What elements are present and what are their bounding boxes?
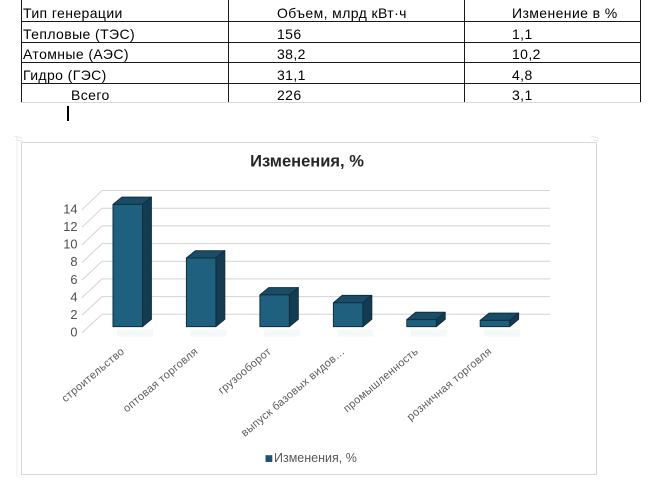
svg-text:Изменения, %: Изменения, %	[274, 451, 357, 465]
svg-text:10: 10	[63, 237, 77, 252]
svg-text:0: 0	[70, 325, 77, 340]
svg-text:6: 6	[70, 272, 77, 287]
svg-text:14: 14	[63, 201, 77, 216]
svg-text:Изменения, %: Изменения, %	[250, 153, 364, 171]
svg-text:8: 8	[70, 254, 77, 269]
svg-text:12: 12	[63, 219, 77, 234]
svg-text:2: 2	[70, 307, 77, 322]
svg-text:4: 4	[70, 289, 77, 304]
